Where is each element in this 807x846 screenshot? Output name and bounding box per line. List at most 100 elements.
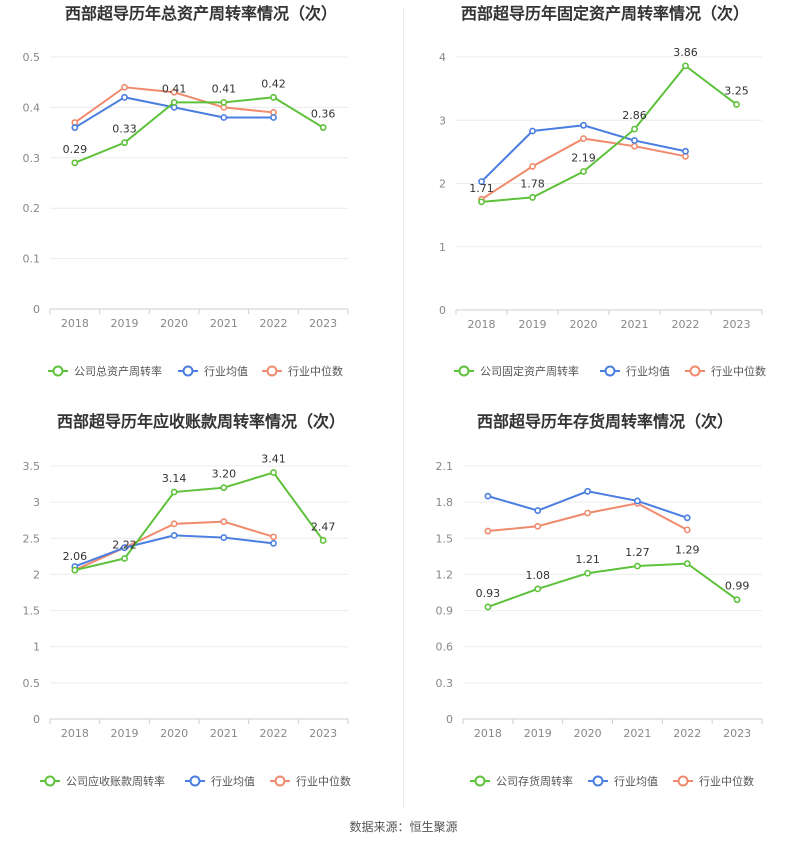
chart-title: 西部超导历年存货周转率情况（次）	[477, 412, 733, 431]
chart-panel-total-assets: 西部超导历年总资产周转率情况（次） 0 0.1 0.2 0.3 0.4 0.5 2018 201…	[0, 0, 403, 405]
series-point	[484, 492, 492, 500]
legend-label: 行业中位数	[699, 774, 754, 788]
legend-swatch-marker	[677, 775, 689, 787]
series-point	[631, 125, 638, 133]
data-label: 0.99	[725, 580, 750, 593]
chart-fixed-assets: 西部超导历年固定资产周转率情况（次） 0 1 2 3 4 2018 2019 2020 2021 2…	[439, 4, 766, 378]
legend-swatch-marker	[474, 775, 486, 787]
legend-label: 公司总资产周转率	[74, 364, 162, 378]
legend-swatch-marker	[182, 365, 194, 377]
y-tick-label: 4	[439, 51, 446, 64]
data-label: 3.86	[673, 46, 698, 59]
series-line	[487, 562, 738, 608]
series-point	[631, 137, 638, 144]
series-point	[170, 488, 178, 496]
legend-label: 行业均值	[211, 775, 255, 788]
legend-swatch-marker	[266, 365, 278, 377]
data-source-note: 数据来源：恒生聚源	[349, 820, 458, 834]
chart-panel-receivables: 西部超导历年应收账款周转率情况（次） 0 0.5 1 1.5 2 2.5 3 3.5 2018 20…	[0, 408, 403, 813]
chart-receivables: 西部超导历年应收账款周转率情况（次） 0 0.5 1 1.5 2 2.5 3 3.5 2018 20…	[23, 412, 352, 788]
y-tick-label: 3	[439, 114, 446, 127]
y-tick-label: 0.1	[23, 253, 41, 266]
series-point	[584, 509, 591, 517]
data-label: 2.86	[622, 109, 647, 122]
series-point	[170, 98, 178, 106]
legend-label: 行业中位数	[288, 364, 343, 378]
x-tick-label: 2019	[519, 318, 547, 331]
data-label: 2.06	[63, 550, 88, 563]
legend-swatch-marker	[189, 775, 201, 787]
x-tick-label: 2022	[260, 727, 288, 740]
series-point	[121, 83, 128, 91]
chart-title: 西部超导历年总资产周转率情况（次）	[65, 4, 337, 23]
legend-swatch-marker	[604, 365, 616, 377]
chart-inventory: 西部超导历年存货周转率情况（次） 0 0.3 0.6 0.9 1.2 1.5 1.8 2.1 20…	[436, 412, 763, 788]
series-point	[220, 98, 228, 106]
x-tick-label: 2019	[111, 727, 139, 740]
data-label: 0.33	[112, 123, 137, 136]
series-point	[631, 142, 638, 150]
data-label: 3.14	[162, 472, 187, 485]
y-tick-label: 0.9	[436, 605, 454, 618]
x-tick-label: 2021	[210, 317, 238, 330]
data-label: 3.25	[724, 84, 749, 97]
x-tick-label: 2018	[468, 318, 496, 331]
y-tick-label: 2.5	[23, 532, 41, 545]
series-point	[220, 114, 228, 121]
y-tick-label: 0.5	[23, 677, 41, 690]
series-point	[683, 526, 691, 534]
series-point	[121, 544, 128, 552]
legend-label: 行业均值	[626, 365, 670, 378]
series-point	[71, 566, 79, 574]
legend-swatch-marker	[458, 365, 470, 377]
data-label: 2.19	[571, 151, 596, 164]
data-label: 1.08	[526, 569, 551, 582]
y-tick-label: 1.8	[436, 496, 454, 509]
y-tick-label: 0.5	[23, 51, 41, 64]
data-label: 1.27	[625, 546, 650, 559]
x-tick-label: 2020	[574, 727, 602, 740]
y-tick-label: 2	[33, 568, 40, 581]
chart-panel-inventory: 西部超导历年存货周转率情况（次） 0 0.3 0.6 0.9 1.2 1.5 1.8 2.1 20…	[404, 408, 807, 813]
y-tick-label: 0.2	[23, 202, 41, 215]
y-tick-label: 1.2	[436, 568, 454, 581]
legend-label: 行业中位数	[296, 774, 351, 788]
data-label: 0.93	[476, 587, 501, 600]
legend-swatch-marker	[52, 365, 64, 377]
series-point	[584, 487, 591, 495]
legend-label: 行业均值	[614, 775, 658, 788]
x-tick-label: 2023	[309, 317, 337, 330]
series-point	[121, 93, 128, 101]
x-tick-label: 2020	[160, 727, 188, 740]
y-tick-label: 0.4	[23, 101, 41, 114]
series-point	[478, 178, 485, 186]
series-point	[170, 531, 178, 539]
series-point	[270, 539, 277, 547]
x-tick-label: 2021	[621, 318, 649, 331]
panel-divider	[403, 8, 404, 808]
data-label: 1.71	[469, 182, 494, 195]
data-label: 0.41	[212, 82, 237, 95]
data-label: 2.22	[112, 539, 137, 552]
legend-label: 公司存货周转率	[496, 774, 573, 788]
series-point	[580, 168, 587, 175]
legend-swatch-marker	[689, 365, 701, 377]
y-tick-label: 3	[33, 496, 40, 509]
chart-panel-fixed-assets: 西部超导历年固定资产周转率情况（次） 0 1 2 3 4 2018 2019 2020 2021 2…	[404, 0, 807, 405]
y-tick-label: 1.5	[23, 605, 41, 618]
x-tick-label: 2019	[524, 727, 552, 740]
series-point	[484, 527, 492, 535]
data-label: 2.47	[311, 520, 336, 533]
series-point	[170, 520, 178, 528]
series-point	[682, 147, 689, 155]
series-point	[121, 139, 128, 147]
series-point	[220, 534, 228, 541]
data-label: 0.41	[162, 82, 187, 95]
legend-swatch-marker	[592, 775, 604, 787]
series-point	[584, 569, 591, 577]
y-tick-label: 1	[33, 641, 40, 654]
legend-label: 行业均值	[204, 365, 248, 378]
x-tick-label: 2023	[723, 727, 751, 740]
series-point	[634, 562, 641, 570]
series-point	[270, 114, 277, 121]
